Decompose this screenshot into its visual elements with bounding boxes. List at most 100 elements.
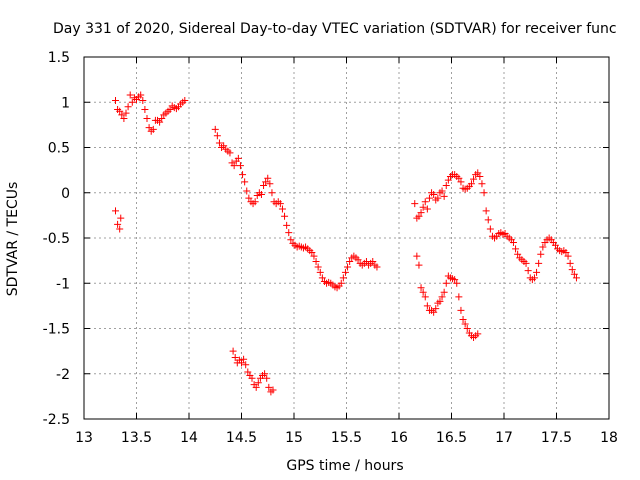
data-point [415, 261, 423, 269]
y-tick-labels: -2.5 -2 -1.5 -1 -0.5 0 0.5 1 1.5 [43, 50, 70, 428]
data-point [537, 250, 545, 258]
data-point [522, 259, 530, 267]
series-arc-3 [211, 125, 381, 292]
data-point [341, 268, 349, 276]
data-point [436, 297, 444, 305]
data-point [570, 270, 578, 278]
data-point [430, 191, 438, 199]
data-point [116, 225, 124, 233]
x-tick-label: 14.5 [226, 430, 257, 446]
chart-title: Day 331 of 2020, Sidereal Day-to-day VTE… [53, 21, 617, 37]
data-point [181, 96, 189, 104]
data-point [128, 98, 136, 106]
y-axis-label: SDTVAR / TECUs [5, 182, 21, 297]
data-point [463, 325, 471, 332]
data-point [514, 250, 522, 258]
x-tick-label: 17 [495, 430, 513, 446]
data-point [572, 274, 580, 282]
data-point [411, 200, 419, 208]
data-point [265, 383, 273, 391]
data-point [316, 268, 324, 276]
y-tick-label: 0.5 [48, 141, 70, 157]
data-point [318, 274, 326, 282]
data-point [126, 91, 134, 99]
data-point [143, 115, 151, 123]
data-point [423, 205, 431, 213]
data-points [112, 91, 580, 396]
data-point [362, 258, 370, 266]
data-point [421, 293, 429, 301]
data-point [455, 174, 463, 182]
series-arc-2 [112, 207, 125, 233]
data-point [112, 207, 119, 215]
x-tick-label: 15.5 [331, 430, 362, 446]
data-point [459, 315, 467, 323]
x-tick-label: 13.5 [121, 430, 152, 446]
data-point [261, 370, 269, 378]
data-point [239, 171, 247, 179]
data-point [442, 279, 450, 287]
data-point [568, 266, 576, 274]
x-tick-label: 14 [180, 430, 198, 446]
data-point [269, 386, 277, 394]
data-point [539, 243, 547, 251]
data-point [266, 180, 274, 188]
y-tick-label: -2 [56, 367, 70, 383]
data-point [211, 125, 219, 133]
data-point [474, 330, 482, 338]
data-point [241, 178, 249, 186]
series-arc-1 [112, 91, 189, 135]
data-point [438, 187, 446, 195]
data-point [281, 212, 289, 220]
series-arc-5 [411, 169, 580, 284]
data-point [141, 105, 149, 113]
data-point [156, 118, 164, 126]
data-point [369, 258, 377, 266]
data-point [442, 182, 450, 190]
x-tick-label: 16.5 [436, 430, 467, 446]
data-point [457, 178, 465, 186]
data-point [512, 245, 520, 253]
data-point [287, 236, 295, 244]
data-point [430, 308, 438, 316]
data-point [276, 200, 284, 208]
data-point [283, 221, 291, 229]
data-point [240, 355, 248, 363]
data-point [213, 132, 221, 140]
data-point [415, 212, 423, 220]
y-tick-label: 1.5 [48, 50, 70, 66]
data-point [461, 320, 469, 328]
data-point [243, 187, 251, 195]
x-tick-label: 15 [285, 430, 303, 446]
data-point [480, 189, 488, 197]
data-point [124, 103, 132, 111]
data-point [457, 306, 465, 314]
data-point [236, 162, 244, 170]
data-point [444, 176, 452, 184]
data-point [245, 194, 253, 202]
data-point [242, 361, 250, 369]
data-point [337, 279, 345, 287]
y-tick-label: -2.5 [43, 412, 70, 428]
x-tick-label: 17.5 [541, 430, 572, 446]
data-point [455, 293, 463, 301]
data-point [308, 248, 316, 256]
data-point [417, 284, 425, 292]
x-tick-label: 13 [75, 430, 93, 446]
data-point [234, 154, 242, 162]
x-axis-label: GPS time / hours [286, 458, 403, 474]
data-point [278, 205, 286, 213]
data-point [252, 383, 260, 391]
data-point [434, 194, 442, 202]
data-point [145, 124, 153, 132]
data-point [118, 111, 126, 119]
data-point [533, 268, 541, 276]
data-point [254, 379, 262, 387]
data-point [564, 252, 572, 260]
data-point [524, 267, 532, 275]
data-point [413, 252, 421, 260]
y-tick-label: 1 [61, 95, 70, 111]
data-point [122, 109, 130, 117]
